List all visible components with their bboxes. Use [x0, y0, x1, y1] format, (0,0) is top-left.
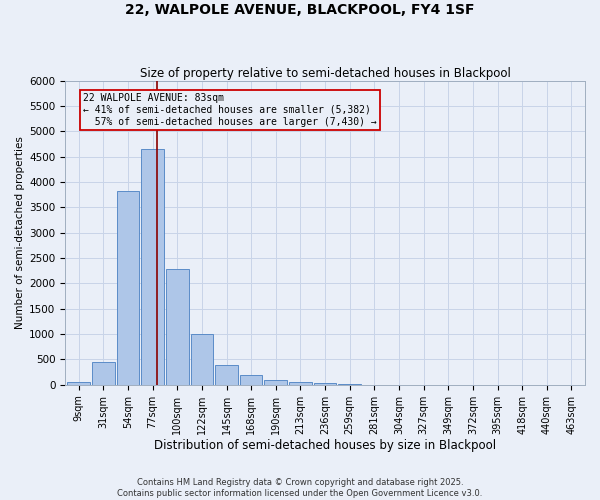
Bar	[92, 362, 115, 385]
Y-axis label: Number of semi-detached properties: Number of semi-detached properties	[15, 136, 25, 329]
Bar	[314, 384, 337, 385]
Bar	[338, 384, 361, 385]
Bar	[116, 191, 139, 385]
Bar	[240, 375, 262, 385]
X-axis label: Distribution of semi-detached houses by size in Blackpool: Distribution of semi-detached houses by …	[154, 440, 496, 452]
Text: 22 WALPOLE AVENUE: 83sqm
← 41% of semi-detached houses are smaller (5,382)
  57%: 22 WALPOLE AVENUE: 83sqm ← 41% of semi-d…	[83, 94, 377, 126]
Title: Size of property relative to semi-detached houses in Blackpool: Size of property relative to semi-detach…	[140, 66, 511, 80]
Bar	[141, 149, 164, 385]
Bar	[67, 382, 90, 385]
Bar	[215, 365, 238, 385]
Text: Contains HM Land Registry data © Crown copyright and database right 2025.
Contai: Contains HM Land Registry data © Crown c…	[118, 478, 482, 498]
Bar	[166, 269, 188, 385]
Text: 22, WALPOLE AVENUE, BLACKPOOL, FY4 1SF: 22, WALPOLE AVENUE, BLACKPOOL, FY4 1SF	[125, 2, 475, 16]
Bar	[289, 382, 312, 385]
Bar	[191, 334, 213, 385]
Bar	[265, 380, 287, 385]
